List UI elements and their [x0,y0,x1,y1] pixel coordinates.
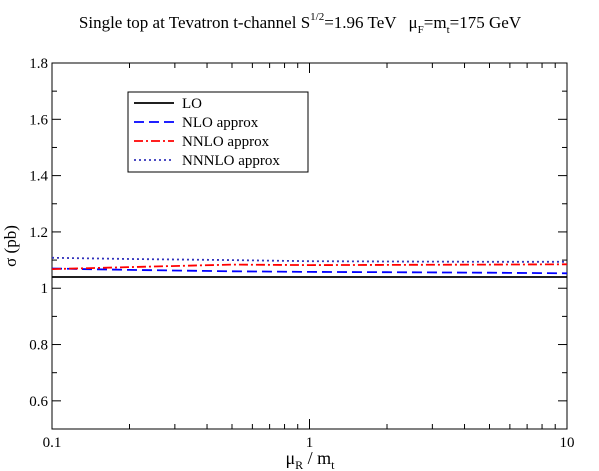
series-line-2 [51,263,568,270]
title-energy: =1.96 TeV [324,13,397,32]
chart-title: Single top at Tevatron t-channel S1/2=1.… [79,11,522,36]
title-mu-sub: F [418,24,424,36]
y-tick-label: 1.8 [29,56,48,72]
y-tick-label: 0.8 [29,338,48,354]
y-tick-label: 1.2 [29,225,48,241]
title-prefix: Single top at Tevatron t-channel S [79,13,310,32]
legend-box [127,91,309,173]
title-mass: =175 GeV [450,13,522,32]
title-sup: 1/2 [310,11,324,23]
legend-label-1: NLO approx [182,115,259,131]
legend: LO NLO approx NNLO approx NNNLO approx [127,91,309,173]
title-eq: =m [424,13,447,32]
y-axis-ticks: 0.6 0.8 1 1.2 1.4 1.6 1.8 [29,56,567,430]
y-tick-label: 0.6 [29,394,48,410]
y-tick-label: 1.6 [29,112,48,128]
y-axis-label: σ (pb) [1,225,20,267]
x-label-slash: / m [303,448,331,468]
x-axis-ticks: 0.1 1 10 [43,63,575,451]
x-tick-label: 10 [560,435,575,451]
legend-label-0: LO [182,96,202,112]
x-axis-label: μR / mt [285,448,335,471]
x-tick-label: 1 [306,435,314,451]
x-tick-label: 0.1 [43,435,62,451]
y-tick-label: 1.4 [29,169,48,185]
y-tick-label: 1 [41,281,49,297]
series-group [51,256,568,278]
series-line-1 [51,267,568,275]
x-label-sub: R [295,458,303,471]
legend-label-3: NNNLO approx [182,153,280,169]
legend-label-2: NNLO approx [182,134,270,150]
title-m-sub: t [447,24,450,36]
title-mu: μ [409,13,418,32]
x-label-mu: μ [285,448,295,468]
x-label-sub2: t [331,458,335,471]
series-line-3 [51,256,567,263]
